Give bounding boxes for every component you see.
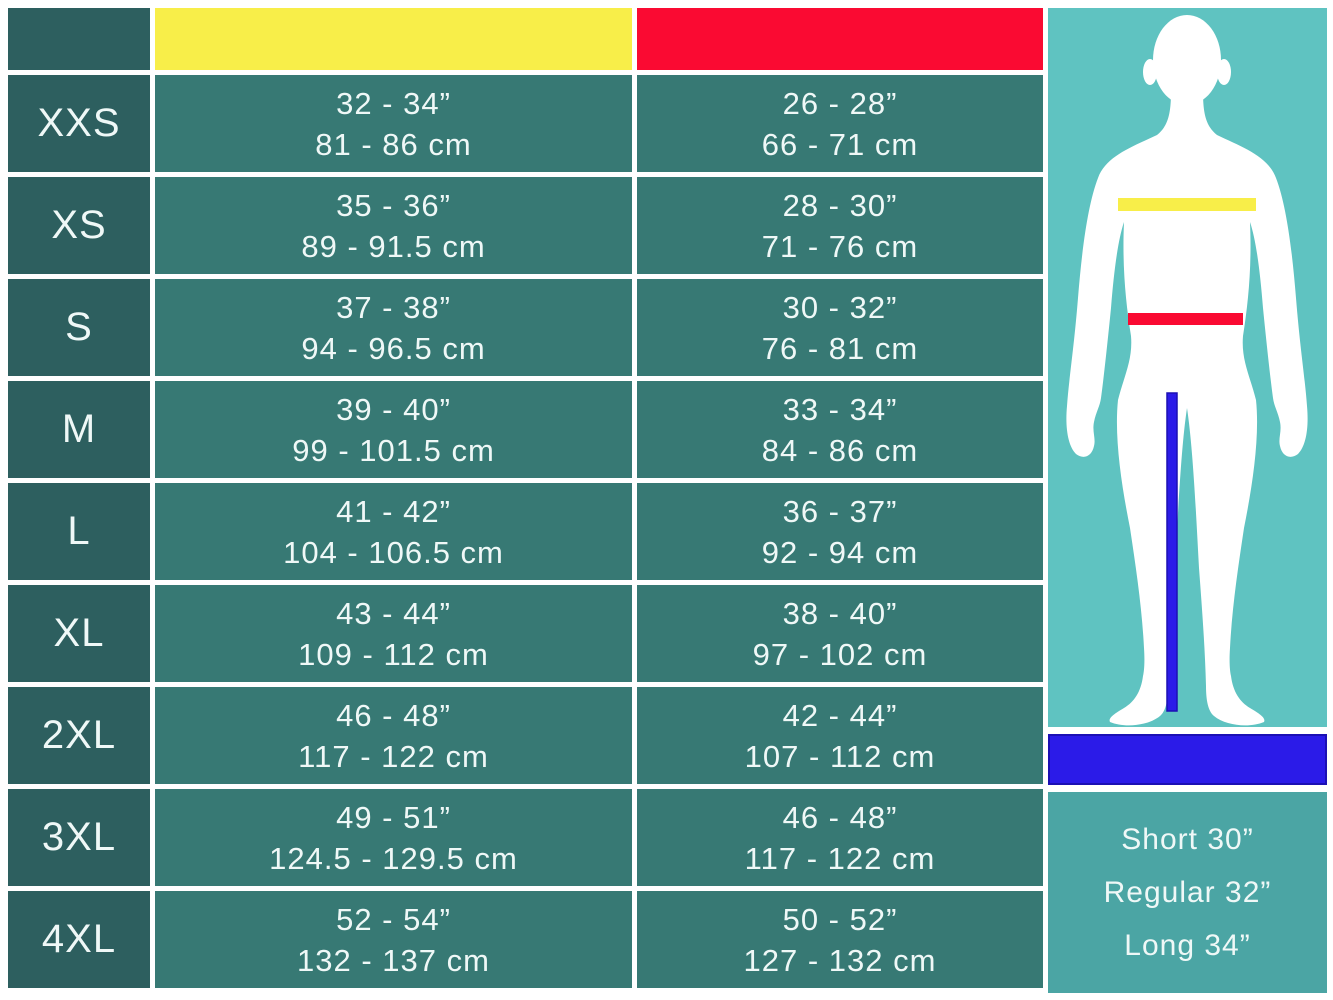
size-label-cell: M	[8, 381, 150, 478]
size-chart: XXS 32 - 34” 81 - 86 cm 26 - 28” 66 - 71…	[8, 8, 1327, 993]
waist-inches: 50 - 52”	[782, 901, 898, 937]
size-label-cell: XL	[8, 585, 150, 682]
chest-value-cell: 37 - 38” 94 - 96.5 cm	[155, 279, 632, 376]
waist-centimeters: 97 - 102 cm	[752, 636, 928, 672]
waist-centimeters: 107 - 112 cm	[744, 738, 936, 774]
chest-value-cell: 49 - 51” 124.5 - 129.5 cm	[155, 789, 632, 886]
inseam-line-marker	[1166, 392, 1178, 712]
waist-value-cell: 30 - 32” 76 - 81 cm	[637, 279, 1043, 376]
chest-inches: 49 - 51”	[336, 799, 451, 835]
chest-centimeters: 94 - 96.5 cm	[301, 330, 486, 366]
size-label-cell: 4XL	[8, 891, 150, 988]
measurement-guide: Short 30” Regular 32” Long 34”	[1048, 8, 1327, 993]
waist-value-cell: 50 - 52” 127 - 132 cm	[637, 891, 1043, 988]
table-corner-cell	[8, 8, 150, 70]
waist-centimeters: 92 - 94 cm	[761, 534, 919, 570]
body-silhouette	[1066, 15, 1308, 726]
size-label-cell: S	[8, 279, 150, 376]
waist-inches: 36 - 37”	[782, 493, 898, 529]
body-silhouette-graphic	[1066, 15, 1308, 726]
body-figure-panel	[1048, 8, 1327, 727]
waist-column-header-swatch	[637, 8, 1043, 70]
waist-centimeters: 127 - 132 cm	[743, 942, 937, 978]
waist-inches: 26 - 28”	[782, 85, 898, 121]
chest-inches: 43 - 44”	[336, 595, 451, 631]
waist-line-marker	[1128, 313, 1243, 325]
size-label-cell: 3XL	[8, 789, 150, 886]
chest-value-cell: 32 - 34” 81 - 86 cm	[155, 75, 632, 172]
chest-inches: 39 - 40”	[336, 391, 451, 427]
waist-value-cell: 28 - 30” 71 - 76 cm	[637, 177, 1043, 274]
chest-value-cell: 39 - 40” 99 - 101.5 cm	[155, 381, 632, 478]
size-table: XXS 32 - 34” 81 - 86 cm 26 - 28” 66 - 71…	[8, 8, 1043, 993]
chest-centimeters: 117 - 122 cm	[298, 738, 489, 774]
waist-value-cell: 26 - 28” 66 - 71 cm	[637, 75, 1043, 172]
fit-option: Regular 32”	[1103, 875, 1272, 909]
inseam-color-bar	[1048, 734, 1327, 785]
chest-inches: 52 - 54”	[336, 901, 451, 937]
waist-inches: 33 - 34”	[782, 391, 898, 427]
fit-option: Short 30”	[1121, 822, 1254, 856]
waist-centimeters: 66 - 71 cm	[761, 126, 919, 162]
waist-value-cell: 33 - 34” 84 - 86 cm	[637, 381, 1043, 478]
chest-inches: 35 - 36”	[336, 187, 451, 223]
waist-centimeters: 117 - 122 cm	[744, 840, 936, 876]
waist-centimeters: 84 - 86 cm	[761, 432, 919, 468]
chest-inches: 46 - 48”	[336, 697, 451, 733]
size-label-cell: XXS	[8, 75, 150, 172]
waist-value-cell: 36 - 37” 92 - 94 cm	[637, 483, 1043, 580]
chest-column-header-swatch	[155, 8, 632, 70]
chest-value-cell: 52 - 54” 132 - 137 cm	[155, 891, 632, 988]
waist-inches: 28 - 30”	[782, 187, 898, 223]
chest-value-cell: 46 - 48” 117 - 122 cm	[155, 687, 632, 784]
chest-centimeters: 81 - 86 cm	[315, 126, 472, 162]
size-label-cell: L	[8, 483, 150, 580]
waist-inches: 42 - 44”	[782, 697, 898, 733]
chest-centimeters: 124.5 - 129.5 cm	[269, 840, 518, 876]
waist-centimeters: 76 - 81 cm	[761, 330, 919, 366]
chest-inches: 32 - 34”	[336, 85, 451, 121]
waist-centimeters: 71 - 76 cm	[761, 228, 919, 264]
size-label-cell: 2XL	[8, 687, 150, 784]
chest-centimeters: 99 - 101.5 cm	[292, 432, 495, 468]
waist-value-cell: 46 - 48” 117 - 122 cm	[637, 789, 1043, 886]
waist-inches: 38 - 40”	[782, 595, 898, 631]
waist-inches: 30 - 32”	[782, 289, 898, 325]
chest-value-cell: 35 - 36” 89 - 91.5 cm	[155, 177, 632, 274]
waist-inches: 46 - 48”	[782, 799, 898, 835]
chest-centimeters: 89 - 91.5 cm	[301, 228, 486, 264]
waist-value-cell: 42 - 44” 107 - 112 cm	[637, 687, 1043, 784]
size-label-cell: XS	[8, 177, 150, 274]
chest-inches: 41 - 42”	[336, 493, 451, 529]
chest-inches: 37 - 38”	[336, 289, 451, 325]
fit-option: Long 34”	[1124, 928, 1251, 962]
chest-centimeters: 132 - 137 cm	[297, 942, 490, 978]
chest-line-marker	[1118, 198, 1256, 211]
waist-value-cell: 38 - 40” 97 - 102 cm	[637, 585, 1043, 682]
fit-legend-list: Short 30” Regular 32” Long 34”	[1048, 792, 1327, 993]
chest-centimeters: 104 - 106.5 cm	[283, 534, 504, 570]
chest-value-cell: 41 - 42” 104 - 106.5 cm	[155, 483, 632, 580]
chest-value-cell: 43 - 44” 109 - 112 cm	[155, 585, 632, 682]
chest-centimeters: 109 - 112 cm	[298, 636, 489, 672]
